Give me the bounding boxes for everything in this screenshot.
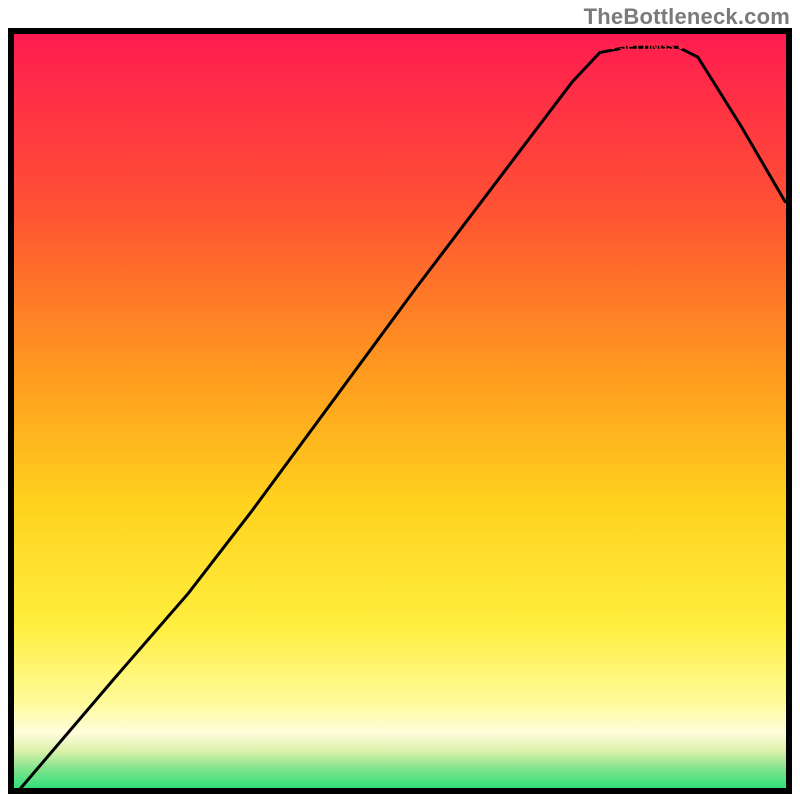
bottleneck-chart: ● SETTINGS ● bbox=[8, 28, 792, 794]
attribution-text: TheBottleneck.com bbox=[584, 4, 790, 30]
settings-marker-text[interactable]: ● SETTINGS ● bbox=[610, 41, 684, 53]
chart-background bbox=[8, 28, 792, 794]
